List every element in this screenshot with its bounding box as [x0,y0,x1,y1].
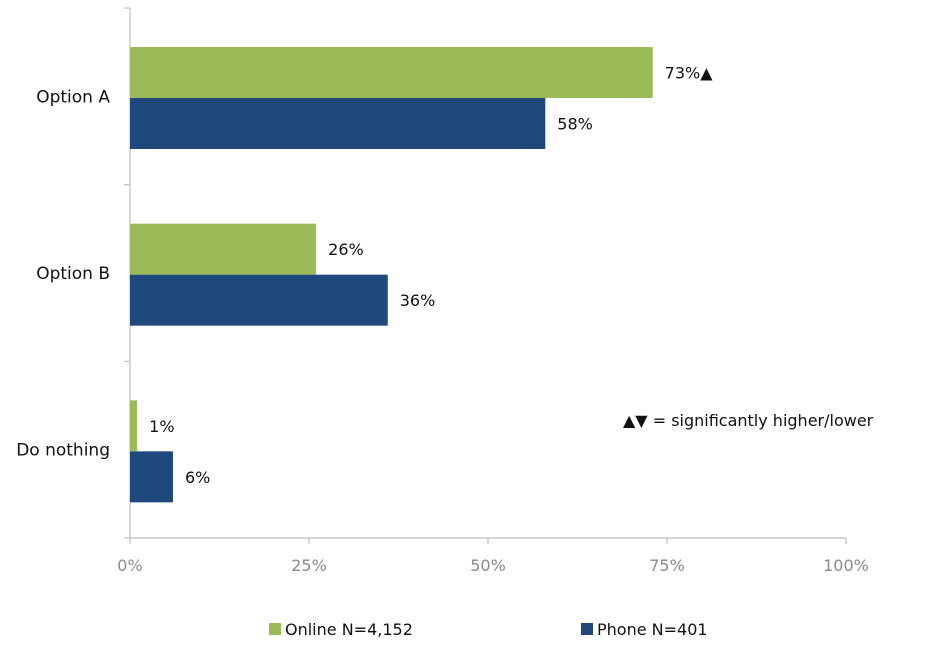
bar-do-nothing-phone [130,451,173,503]
legend-swatch-phone [581,623,593,635]
bar-option-a-online [130,47,653,98]
bar-option-b-online [130,223,317,275]
legend-label-online: Online N=4,152 [285,620,413,639]
data-label-do-nothing-online: 1% [149,417,174,436]
bar-option-a-phone [130,98,546,149]
x-tick-label: 25% [291,556,327,575]
chart-bars [130,47,653,503]
x-tick-label: 100% [823,556,869,575]
data-label-option-b-online: 26% [328,240,364,259]
data-label-option-a-online: 73%▲ [665,64,714,83]
x-tick-label: 75% [649,556,685,575]
significance-note: ▲▼ = significantly higher/lower [623,411,874,430]
category-label-option-b: Option B [36,264,110,284]
bar-do-nothing-online [130,400,138,452]
chart-axes: 0% 25% 50% 75% 100% [117,7,869,575]
bar-option-b-phone [130,274,388,326]
data-label-do-nothing-phone: 6% [185,468,210,487]
legend-label-phone: Phone N=401 [597,620,708,639]
data-label-option-b-phone: 36% [400,291,436,310]
x-tick-label: 0% [117,556,142,575]
chart-legend: Online N=4,152 Phone N=401 [269,620,708,639]
x-tick-label: 50% [470,556,506,575]
chart-labels: Option A 73%▲ 58% Option B 26% 36% Do nothing 1… [16,64,713,487]
data-label-option-a-phone: 58% [557,115,593,134]
legend-swatch-online [269,623,281,635]
category-label-do-nothing: Do nothing [16,441,110,461]
category-label-option-a: Option A [36,87,110,107]
